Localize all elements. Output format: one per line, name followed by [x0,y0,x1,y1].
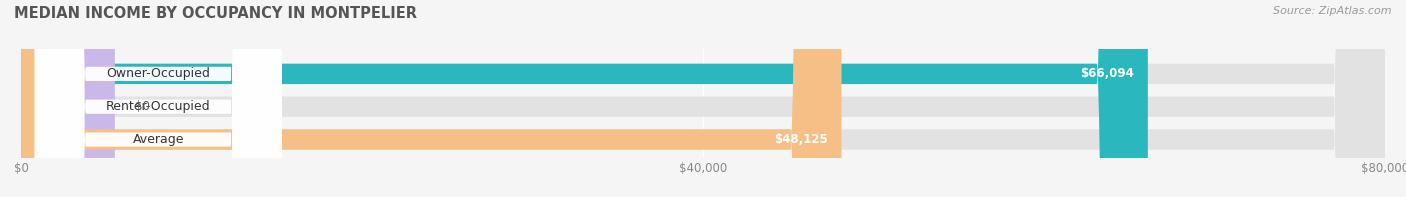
Text: Source: ZipAtlas.com: Source: ZipAtlas.com [1274,6,1392,16]
FancyBboxPatch shape [21,0,1385,197]
FancyBboxPatch shape [35,0,283,197]
FancyBboxPatch shape [35,0,283,197]
Text: Renter-Occupied: Renter-Occupied [105,100,211,113]
Text: $48,125: $48,125 [775,133,828,146]
FancyBboxPatch shape [21,0,115,197]
FancyBboxPatch shape [21,0,842,197]
FancyBboxPatch shape [35,0,283,197]
Text: Owner-Occupied: Owner-Occupied [107,67,211,80]
Text: MEDIAN INCOME BY OCCUPANCY IN MONTPELIER: MEDIAN INCOME BY OCCUPANCY IN MONTPELIER [14,6,418,21]
FancyBboxPatch shape [21,0,1385,197]
Text: Average: Average [132,133,184,146]
Text: $0: $0 [135,100,150,113]
FancyBboxPatch shape [21,0,1147,197]
Text: $66,094: $66,094 [1080,67,1135,80]
FancyBboxPatch shape [21,0,1385,197]
